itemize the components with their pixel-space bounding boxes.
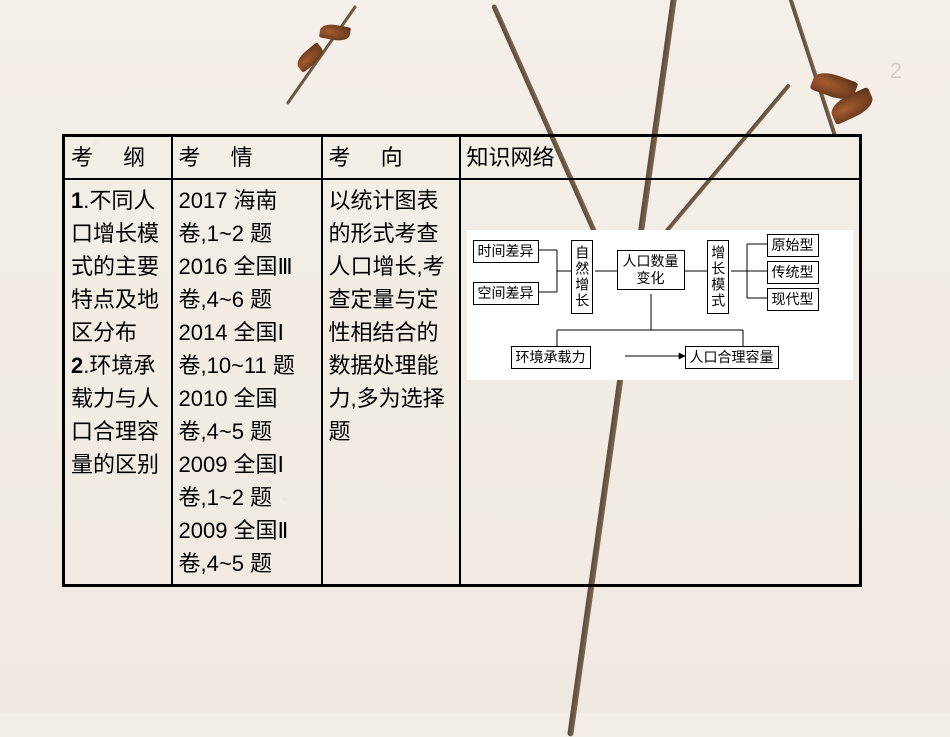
- cell-kaogang: 1.不同人口增长模式的主要特点及地区分布 2.环境承载力与人口合理容量的区别: [64, 179, 172, 586]
- table-body-row: 1.不同人口增长模式的主要特点及地区分布 2.环境承载力与人口合理容量的区别 2…: [64, 179, 861, 586]
- page-number: 2: [890, 58, 902, 84]
- knowledge-network-diagram: 时间差异 空间差异 自然增长 人口数量变化 增长模式 原始型 传统型 现代型 环…: [467, 230, 853, 380]
- cell-kaoxiang: 以统计图表的形式考查人口增长,考查定量与定性相结合的数据处理能力,多为选择题: [322, 179, 460, 586]
- kaogang-item-2-text: .环境承载力与人口合理容量的区别: [71, 353, 159, 477]
- header-kaoxiang: 考 向: [322, 136, 460, 180]
- cell-knowledge-network: 时间差异 空间差异 自然增长 人口数量变化 增长模式 原始型 传统型 现代型 环…: [460, 179, 861, 586]
- node-natural-growth: 自然增长: [571, 240, 594, 314]
- header-kaoqing: 考 情: [172, 136, 322, 180]
- kaogang-item-1-text: .不同人口增长模式的主要特点及地区分布: [71, 188, 159, 345]
- node-growth-mode: 增长模式: [707, 240, 730, 314]
- table-header-row: 考 纲 考 情 考 向 知识网络: [64, 136, 861, 180]
- node-reasonable-capacity: 人口合理容量: [685, 346, 779, 369]
- node-traditional: 传统型: [767, 261, 819, 284]
- kaogang-item-2-num: 2: [71, 353, 83, 378]
- node-pop-change: 人口数量变化: [617, 250, 685, 290]
- cell-kaoqing: 2017 海南卷,1~2 题 2016 全国Ⅲ卷,4~6 题 2014 全国Ⅰ卷…: [172, 179, 322, 586]
- header-kaogang: 考 纲: [64, 136, 172, 180]
- node-space-diff: 空间差异: [473, 282, 539, 305]
- node-time-diff: 时间差异: [473, 240, 539, 263]
- kaogang-item-1-num: 1: [71, 188, 83, 213]
- node-modern: 现代型: [767, 288, 819, 311]
- node-primitive: 原始型: [767, 234, 819, 257]
- header-knowledge-network: 知识网络: [460, 136, 861, 180]
- node-env-capacity: 环境承载力: [511, 346, 591, 369]
- exam-outline-table: 考 纲 考 情 考 向 知识网络 1.不同人口增长模式的主要特点及地区分布 2.…: [62, 134, 862, 587]
